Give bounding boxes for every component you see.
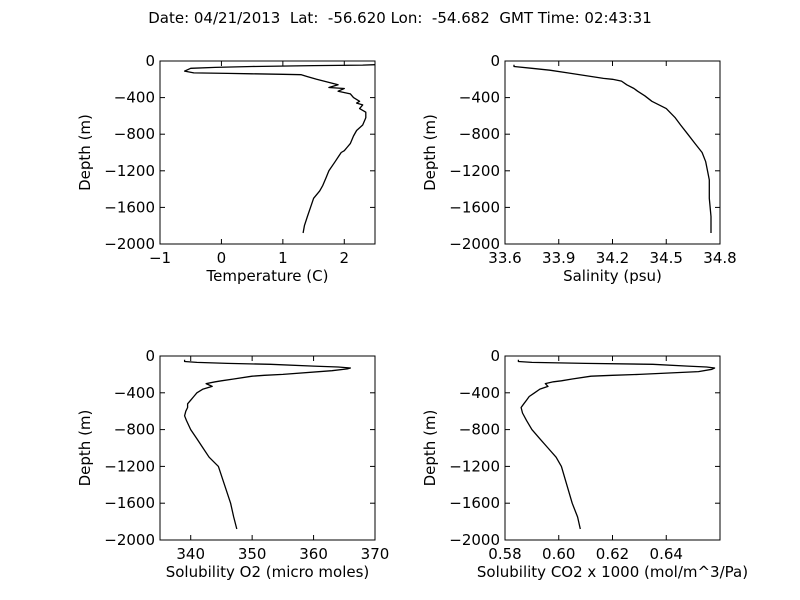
subplot-3: 340 350 360 370 0 −400 −800 −1200 −1600 −2000 Solu… <box>76 347 389 581</box>
y-axis-label: Depth (m) <box>76 410 94 487</box>
x-axis-label: Solubility O2 (micro moles) <box>166 563 370 581</box>
x-tick-label: 340 <box>176 545 205 563</box>
axes-frame <box>159 355 376 541</box>
y-tick-label: 0 <box>490 347 500 365</box>
y-axis-label: Depth (m) <box>421 410 439 487</box>
y-tick-label: 0 <box>145 347 155 365</box>
x-tick-label: 34.5 <box>650 249 683 267</box>
y-tick-label: −2000 <box>104 531 155 549</box>
y-tick-label: −400 <box>114 89 155 107</box>
y-axis-label: Depth (m) <box>76 114 94 191</box>
subplot-1: −1 0 1 2 0 −400 −800 −1200 −1600 −2000 Temperature… <box>76 52 376 285</box>
x-tick-label: 0.62 <box>596 545 629 563</box>
x-tick-label: 33.6 <box>488 249 521 267</box>
y-tick-label: −1600 <box>104 494 155 512</box>
y-tick-label: −1200 <box>104 457 155 475</box>
x-tick-label: 370 <box>361 545 390 563</box>
y-tick-label: −2000 <box>449 531 500 549</box>
y-tick-label: 0 <box>145 52 155 70</box>
y-tick-label: −800 <box>114 421 155 439</box>
y-tick-label: −400 <box>459 89 500 107</box>
subplot-2: 33.6 33.9 34.2 34.5 34.8 0 −400 −800 −1200 −1600 −… <box>421 52 737 285</box>
y-axis-label: Depth (m) <box>421 114 439 191</box>
x-axis-label: Salinity (psu) <box>563 267 662 285</box>
y-tick-label: −800 <box>114 125 155 143</box>
y-tick-label: −1600 <box>104 198 155 216</box>
y-tick-label: −1200 <box>449 457 500 475</box>
x-tick-label: 0.58 <box>488 545 521 563</box>
x-tick-label: −1 <box>149 249 171 267</box>
x-axis-label: Solubility CO2 x 1000 (mol/m^3/Pa) <box>477 563 748 581</box>
y-tick-label: −2000 <box>104 235 155 253</box>
x-tick-label: 34.2 <box>596 249 629 267</box>
y-tick-label: −400 <box>459 384 500 402</box>
x-tick-label: 33.9 <box>542 249 575 267</box>
x-tick-label: 360 <box>299 545 328 563</box>
y-tick-label: −2000 <box>449 235 500 253</box>
x-tick-label: 2 <box>340 249 350 267</box>
y-tick-label: −1600 <box>449 494 500 512</box>
y-tick-label: 0 <box>490 52 500 70</box>
x-tick-label: 1 <box>278 249 288 267</box>
series-line <box>183 64 376 234</box>
x-tick-label: 0.64 <box>650 545 683 563</box>
x-tick-label: 350 <box>238 545 267 563</box>
x-tick-label: 34.8 <box>703 249 736 267</box>
series-line <box>183 359 352 530</box>
subplot-4: 0.58 0.60 0.62 0.64 0 −400 −800 −1200 −1600 −2000… <box>421 347 748 581</box>
y-tick-label: −1200 <box>449 162 500 180</box>
axes-frame <box>159 60 376 245</box>
subplot-grid: −1 0 1 2 0 −400 −800 −1200 −1600 −2000 Temperature… <box>76 52 748 581</box>
figure-title: Date: 04/21/2013 Lat: -56.620 Lon: -54.6… <box>148 9 652 27</box>
series-line <box>513 64 712 233</box>
y-tick-label: −800 <box>459 421 500 439</box>
y-tick-label: −1600 <box>449 198 500 216</box>
y-tick-label: −1200 <box>104 162 155 180</box>
y-tick-label: −400 <box>114 384 155 402</box>
series-line <box>517 359 716 530</box>
x-tick-label: 0 <box>217 249 227 267</box>
y-tick-label: −800 <box>459 125 500 143</box>
x-axis-label: Temperature (C) <box>206 267 329 285</box>
x-tick-label: 0.60 <box>542 545 575 563</box>
